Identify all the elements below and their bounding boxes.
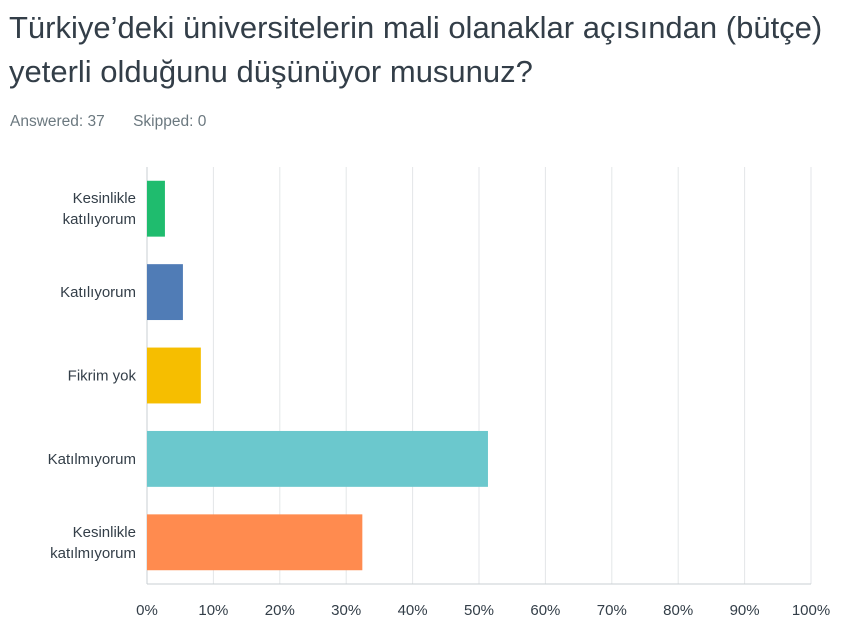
category-label: katılıyorum (63, 211, 136, 228)
skipped-count: Skipped: 0 (133, 113, 207, 130)
x-tick-label: 50% (464, 602, 494, 619)
x-tick-label: 30% (331, 602, 361, 619)
x-tick-label: 20% (265, 602, 295, 619)
x-tick-label: 90% (730, 602, 760, 619)
category-label: Katılıyorum (60, 284, 136, 301)
category-label: katılmıyorum (50, 545, 136, 562)
x-tick-label: 0% (136, 602, 158, 619)
category-label: Kesinlikle (73, 190, 136, 207)
answered-count: Answered: 37 (10, 113, 105, 130)
category-label: Fikrim yok (68, 368, 137, 385)
bar (147, 180, 165, 237)
question-title: Türkiye’deki üniversitelerin mali olanak… (9, 10, 823, 89)
x-tick-label: 40% (398, 602, 428, 619)
bar (147, 264, 183, 321)
x-tick-label: 10% (198, 602, 228, 619)
x-tick-label: 100% (792, 602, 830, 619)
bar (147, 430, 488, 487)
category-label: Kesinlikle (73, 524, 136, 541)
x-tick-label: 60% (530, 602, 560, 619)
category-label: Katılmıyorum (48, 451, 136, 468)
x-tick-label: 70% (597, 602, 627, 619)
x-tick-label: 80% (663, 602, 693, 619)
bar (147, 347, 201, 404)
response-stats: Answered: 37 Skipped: 0 (10, 113, 230, 131)
bar (147, 514, 363, 571)
